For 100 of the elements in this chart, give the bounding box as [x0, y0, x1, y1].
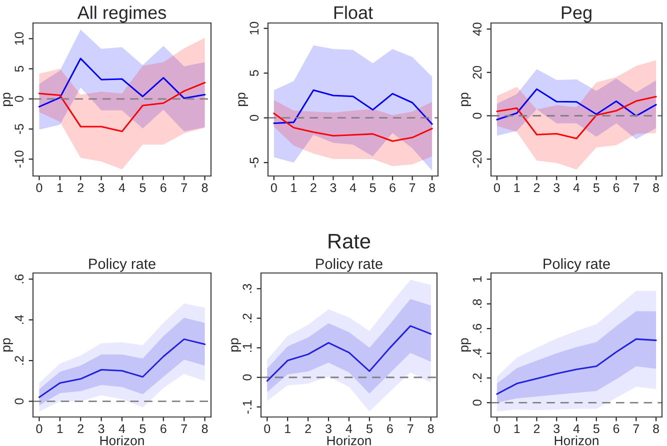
y-tick-label: 0 [14, 398, 24, 404]
x-tick-label: 4 [350, 183, 356, 192]
y-tick-label: 0 [472, 400, 482, 406]
x-tick-label: 8 [653, 183, 659, 192]
x-tick-label: 5 [140, 424, 146, 434]
x-tick-label: 7 [633, 424, 639, 434]
y-tick-label: .2 [472, 373, 482, 382]
chart-title: Policy rate [544, 258, 610, 272]
y-tick-label: .2 [242, 314, 252, 322]
x-tick-label: 4 [573, 183, 580, 192]
y-tick-label: 5 [250, 70, 259, 76]
x-tick-label: 6 [390, 183, 396, 192]
y-tick-label: .3 [242, 284, 252, 293]
line-series [273, 112, 433, 142]
x-tick-label: 0 [270, 183, 277, 192]
x-tick-label: 2 [78, 183, 84, 192]
x-tick-label: 3 [554, 183, 560, 192]
line-series [38, 82, 206, 132]
x-tick-label: 2 [305, 424, 311, 434]
x-tick-label: 1 [291, 183, 297, 192]
x-tick-label: 6 [613, 424, 620, 434]
x-tick-label: 4 [118, 424, 126, 434]
x-tick-label: 3 [326, 424, 332, 434]
y-axis-title: pp [238, 92, 248, 106]
y-tick-label: .4 [472, 348, 482, 358]
x-tick-label: 2 [310, 183, 316, 192]
x-tick-label: 7 [408, 424, 414, 434]
x-tick-label: 1 [57, 424, 63, 434]
chart-title: Policy rate [89, 258, 156, 272]
x-tick-label: 5 [366, 424, 372, 434]
x-tick-label: 6 [160, 183, 166, 192]
y-tick-label: -20 [472, 150, 482, 168]
x-tick-label: 7 [181, 183, 187, 192]
x-tick-label: 2 [534, 424, 540, 434]
y-tick-label: .6 [14, 274, 24, 284]
x-tick-label: 3 [98, 183, 104, 192]
chart-title: Policy rate [316, 258, 382, 272]
line-series [496, 88, 657, 120]
y-tick-label: 10 [14, 32, 24, 45]
x-tick-label: 0 [494, 424, 500, 434]
x-tick-label: 5 [593, 424, 600, 434]
y-tick-label: 0 [242, 374, 252, 380]
x-tick-label: 0 [36, 183, 42, 192]
line-series [273, 89, 433, 125]
y-tick-label: -5 [14, 124, 24, 134]
chart-title: Float [334, 6, 373, 20]
chart-subtitle: Rate [328, 234, 370, 249]
y-tick-label: 40 [472, 22, 482, 36]
line-series [496, 96, 657, 140]
y-tick-label: .4 [14, 315, 24, 324]
y-axis-title: pp [461, 338, 472, 352]
y-tick-label: 5 [14, 66, 24, 72]
y-tick-label: -5 [250, 158, 259, 168]
x-tick-label: 4 [118, 183, 126, 192]
line-series [496, 338, 657, 395]
x-tick-label: 1 [285, 424, 290, 434]
x-tick-label: 8 [428, 424, 434, 434]
y-tick-label: 0 [472, 112, 482, 119]
y-axis-title: pp [3, 338, 14, 352]
x-tick-label: 1 [514, 424, 520, 434]
x-tick-label: 1 [57, 183, 63, 192]
x-tick-label: 8 [202, 424, 208, 434]
x-tick-label: 8 [429, 183, 435, 192]
x-tick-label: 3 [554, 424, 560, 434]
y-tick-label: -.1 [242, 400, 252, 414]
x-tick-label: 0 [494, 183, 500, 192]
x-tick-label: 6 [160, 424, 166, 434]
y-tick-label: .2 [14, 356, 24, 365]
x-tick-label: 8 [202, 183, 208, 192]
x-tick-label: 0 [36, 424, 42, 434]
x-tick-label: 5 [593, 183, 600, 192]
y-tick-label: 1 [472, 276, 482, 282]
y-axis-title: pp [461, 92, 472, 106]
y-tick-label: .8 [472, 299, 482, 308]
x-axis-title: Horizon [100, 436, 144, 446]
x-tick-label: 7 [409, 183, 416, 192]
y-tick-label: 10 [250, 22, 259, 34]
x-tick-label: 2 [78, 424, 84, 434]
x-axis-title: Horizon [554, 436, 598, 446]
x-tick-label: 6 [387, 424, 393, 434]
x-tick-label: 1 [514, 183, 520, 192]
x-tick-label: 3 [330, 183, 336, 192]
y-axis-title: pp [231, 338, 242, 352]
y-tick-label: 20 [472, 66, 482, 79]
x-axis-title: Horizon [327, 436, 371, 446]
line-series [38, 58, 206, 108]
line-series [266, 325, 432, 382]
x-tick-label: 4 [346, 424, 352, 434]
x-tick-label: 3 [98, 424, 104, 434]
y-axis-title: pp [3, 92, 14, 106]
x-tick-label: 7 [633, 183, 639, 192]
y-tick-label: 0 [14, 96, 24, 102]
x-tick-label: 5 [370, 183, 376, 192]
chart-title: Peg [562, 6, 592, 23]
chart-title: All regimes [77, 6, 166, 23]
x-tick-label: 7 [181, 424, 187, 434]
x-tick-label: 2 [534, 183, 540, 192]
y-tick-label: .6 [472, 324, 482, 333]
line-series [38, 338, 206, 398]
y-tick-label: .1 [242, 343, 252, 352]
